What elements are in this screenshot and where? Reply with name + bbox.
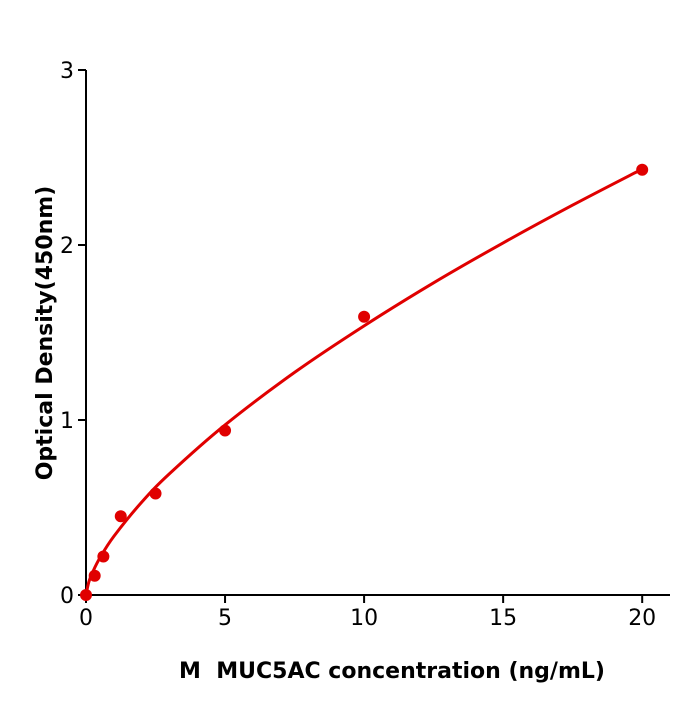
- data-point: [114, 510, 127, 523]
- data-point: [636, 163, 649, 176]
- data-point: [88, 569, 101, 582]
- data-points: [80, 163, 649, 601]
- fit-curve: [84, 167, 643, 596]
- y-axis-label: Optical Density(450nm): [33, 186, 58, 481]
- x-tick-label: 5: [218, 606, 232, 631]
- data-point: [358, 310, 371, 323]
- y-tick-label: 0: [60, 584, 74, 609]
- data-point: [149, 487, 162, 500]
- data-point: [80, 589, 92, 601]
- data-point: [219, 424, 232, 437]
- data-point: [97, 550, 110, 563]
- y-tick-label: 2: [60, 234, 74, 259]
- x-tick-label: 20: [628, 606, 656, 631]
- x-tick-label: 10: [350, 606, 378, 631]
- x-tick-label: 0: [79, 606, 93, 631]
- x-tick-label: 15: [489, 606, 517, 631]
- x-axis-label: M MUC5AC concentration (ng/mL): [179, 659, 605, 684]
- y-tick-label: 3: [60, 59, 74, 84]
- axes: 0 5 10 15 20 0 1 2 3: [60, 59, 670, 631]
- y-tick-label: 1: [60, 409, 74, 434]
